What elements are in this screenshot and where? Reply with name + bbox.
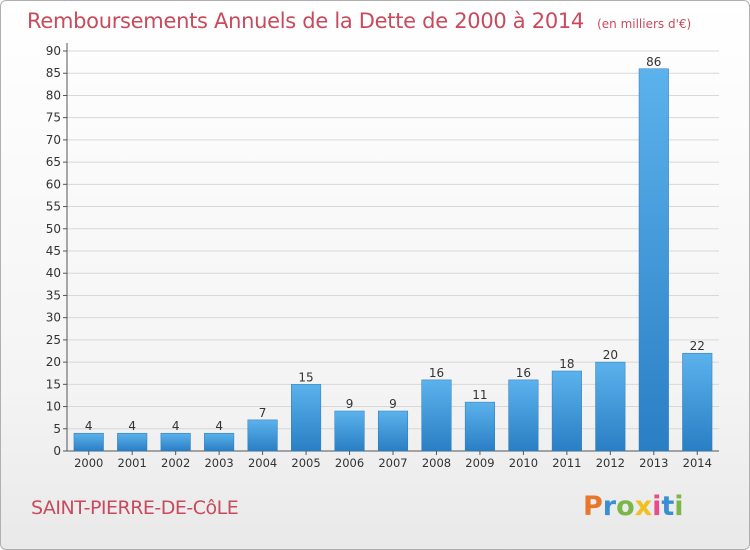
x-tick-label: 2007 [378, 456, 407, 470]
x-tick-label: 2011 [552, 456, 581, 470]
bar-value-label: 16 [429, 366, 444, 380]
y-tick-label: 45 [46, 244, 61, 258]
y-tick-label: 65 [46, 155, 61, 169]
y-tick-label: 50 [46, 222, 61, 236]
bar-value-label: 4 [85, 419, 93, 433]
proxiti-logo: Proxiti [583, 491, 684, 522]
x-tick-labels: 2000 2001 2002 2003 2004 2005 2006 2007 2008 2009… [74, 451, 712, 470]
bar-2004 [247, 419, 278, 452]
bar-2001 [117, 432, 148, 452]
x-tick-label: 2014 [683, 456, 712, 470]
bar-2006 [334, 410, 365, 452]
x-tick-label: 2001 [118, 456, 147, 470]
bar-2014 [682, 352, 713, 452]
bar-2009 [464, 401, 495, 452]
y-tick-label: 70 [46, 133, 61, 147]
y-tick-label: 0 [53, 444, 61, 458]
logo-letter: r [602, 491, 617, 522]
bar-value-label: 9 [346, 397, 354, 411]
y-tick-label: 75 [46, 111, 61, 125]
bar-2005 [291, 384, 322, 452]
x-tick-label: 2002 [161, 456, 190, 470]
bar-2008 [421, 379, 452, 452]
x-tick-label: 2006 [335, 456, 364, 470]
y-tick-label: 30 [46, 311, 61, 325]
bar-value-label: 20 [603, 348, 618, 362]
logo-letter: P [583, 491, 603, 522]
x-tick-label: 2008 [422, 456, 451, 470]
x-tick-label: 2013 [639, 456, 668, 470]
bar-value-labels: 4 4 4 4 7 15 9 9 16 11 16 18 20 86 22 [85, 55, 705, 433]
x-tick-label: 2009 [465, 456, 494, 470]
bars [73, 68, 713, 452]
bar-value-label: 9 [389, 397, 397, 411]
y-tick-label: 10 [46, 400, 61, 414]
bar-value-label: 11 [472, 388, 487, 402]
y-tick-label: 90 [46, 44, 61, 58]
y-tick-label: 20 [46, 355, 61, 369]
bar-2012 [595, 361, 626, 452]
bar-2007 [377, 410, 409, 452]
bar-value-label: 4 [128, 419, 136, 433]
bar-value-label: 4 [215, 419, 223, 433]
x-tick-label: 2005 [291, 456, 320, 470]
chart-title: Remboursements Annuels de la Dette de 20… [27, 9, 584, 33]
x-tick-label: 2010 [509, 456, 538, 470]
bar-2011 [551, 370, 582, 452]
bar-value-label: 18 [559, 357, 574, 371]
logo-letter: t [661, 491, 675, 522]
y-tick-label: 15 [46, 377, 61, 391]
y-tick-label: 25 [46, 333, 61, 347]
x-tick-label: 2012 [596, 456, 625, 470]
y-tick-label: 85 [46, 66, 61, 80]
logo-letter: o [616, 491, 635, 522]
bar-value-label: 7 [259, 406, 267, 420]
logo-letter: x [634, 491, 653, 522]
bar-value-label: 16 [516, 366, 531, 380]
bar-2003 [204, 432, 235, 452]
logo-letter: i [652, 491, 662, 522]
x-tick-label: 2003 [204, 456, 233, 470]
bar-value-label: 86 [646, 55, 661, 69]
x-tick-label: 2000 [74, 456, 103, 470]
y-tick-label: 55 [46, 200, 61, 214]
bar-2000 [73, 432, 104, 452]
bar-value-label: 22 [690, 339, 705, 353]
y-tick-labels: 0 5 10 15 20 25 30 35 40 45 50 55 60 65 70 75 80 85 90 [46, 44, 61, 458]
bar-value-label: 4 [172, 419, 180, 433]
bar-2013 [638, 68, 669, 452]
y-tick-label: 35 [46, 288, 61, 302]
y-tick-label: 40 [46, 266, 61, 280]
y-tick-label: 60 [46, 177, 61, 191]
bar-2002 [160, 432, 191, 452]
y-tick-label: 80 [46, 88, 61, 102]
bar-value-label: 15 [298, 370, 313, 384]
title-row: Remboursements Annuels de la Dette de 20… [27, 9, 691, 33]
commune-name: SAINT-PIERRE-DE-CôLE [31, 497, 239, 519]
bar-2010 [508, 379, 539, 452]
x-tick-label: 2004 [248, 456, 277, 470]
y-tick-label: 5 [53, 422, 61, 436]
chart-subtitle: (en milliers d'€) [597, 17, 692, 31]
logo-letter: i [674, 491, 684, 522]
